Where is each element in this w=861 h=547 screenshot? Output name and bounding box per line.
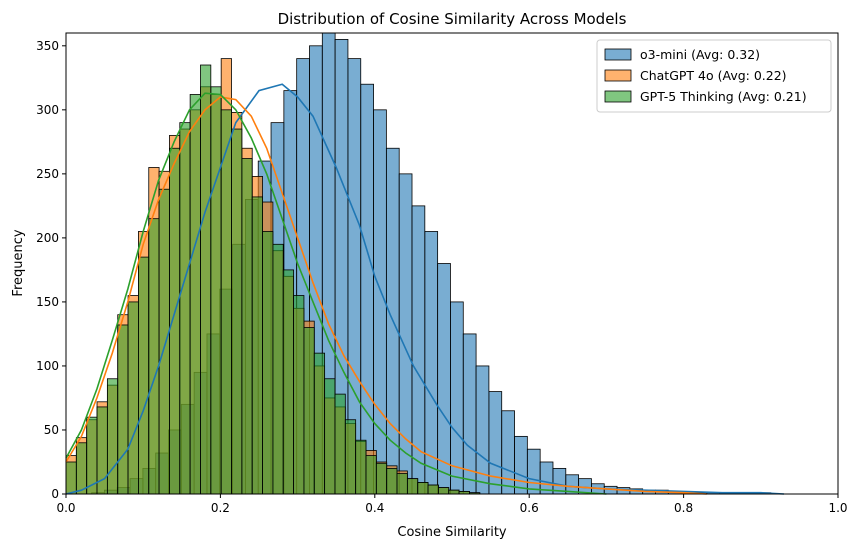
histogram-bar	[365, 455, 377, 495]
axes-frame	[65, 32, 839, 495]
y-tick-label: 350	[36, 39, 59, 53]
histogram-bar	[65, 461, 77, 495]
x-tick-label: 0.4	[365, 501, 384, 515]
x-tick-label: 1.0	[828, 501, 847, 515]
histogram-bar	[138, 256, 150, 495]
x-axis: 0.0 0.2 0.4 0.6 0.8 1.0	[56, 494, 848, 515]
x-tick-label: 0.6	[520, 501, 539, 515]
histogram-bar	[127, 301, 139, 495]
y-tick-label: 200	[36, 231, 59, 245]
histogram-bar	[334, 393, 346, 495]
legend-label: GPT-5 Thinking (Avg: 0.21)	[640, 89, 807, 104]
histogram-bar	[231, 128, 243, 495]
y-tick-label: 50	[44, 423, 59, 437]
legend-box	[596, 39, 832, 113]
chart-title: Distribution of Cosine Similarity Across…	[278, 10, 627, 28]
legend-label: o3-mini (Avg: 0.32)	[640, 47, 760, 62]
histogram-bar	[398, 173, 413, 495]
kde-line-2	[65, 92, 607, 495]
histogram-bar	[344, 419, 357, 495]
histogram-bar	[313, 352, 326, 495]
histogram-bar	[117, 324, 129, 495]
y-tick-label: 0	[51, 487, 59, 501]
histogram-bar	[526, 448, 541, 495]
x-tick-label: 0.2	[211, 501, 230, 515]
histogram-bar	[251, 196, 263, 495]
histogram-bar	[303, 327, 315, 495]
histogram-bar	[272, 243, 284, 495]
legend: o3-mini (Avg: 0.32) ChatGPT 4o (Avg: 0.22…	[596, 39, 832, 113]
histogram-bar	[169, 147, 181, 495]
histogram-bar	[200, 64, 212, 495]
y-axis-title: Frequency	[11, 229, 26, 296]
y-tick-label: 100	[36, 359, 59, 373]
histogram-bar	[293, 295, 305, 495]
x-tick-label: 0.8	[674, 501, 693, 515]
histogram-bar	[241, 158, 253, 495]
histogram-bar	[220, 109, 232, 495]
histogram-bar	[438, 487, 450, 495]
histogram-bar	[427, 484, 439, 495]
histogram-bar	[148, 218, 160, 495]
histogram-bar	[106, 378, 119, 495]
histogram-bar	[75, 442, 88, 495]
histogram-bar	[355, 439, 367, 495]
y-tick-label: 300	[36, 103, 59, 117]
histogram-bar	[417, 482, 429, 495]
histogram-bar	[406, 478, 419, 495]
y-tick-label: 250	[36, 167, 59, 181]
x-tick-label: 0.0	[56, 501, 75, 515]
histogram-bar	[396, 473, 408, 495]
kde-line-1	[65, 96, 707, 495]
histogram-bar	[514, 435, 528, 495]
legend-swatch	[604, 48, 632, 61]
histogram-bar	[179, 122, 191, 495]
histogram-bar	[158, 188, 170, 495]
histogram-bar	[282, 269, 294, 495]
histogram-bar	[501, 410, 515, 495]
histogram-bar	[411, 205, 426, 495]
legend-swatch	[604, 90, 632, 103]
histogram-bar	[375, 462, 388, 495]
y-tick-label: 150	[36, 295, 59, 309]
histogram-bar	[210, 86, 222, 495]
histogram-bar	[488, 391, 503, 495]
y-axis: 0 50 100 150 200 250 300 350	[36, 39, 66, 501]
legend-label: ChatGPT 4o (Avg: 0.22)	[640, 68, 787, 83]
histogram-bar	[360, 83, 374, 495]
histogram-bar	[324, 378, 336, 495]
legend-swatch	[604, 69, 632, 82]
histogram-bar	[448, 489, 460, 495]
histogram-bar	[189, 94, 201, 495]
histogram-bar	[262, 231, 274, 495]
x-axis-title: Cosine Similarity	[397, 525, 507, 540]
histogram-bar	[386, 467, 398, 495]
